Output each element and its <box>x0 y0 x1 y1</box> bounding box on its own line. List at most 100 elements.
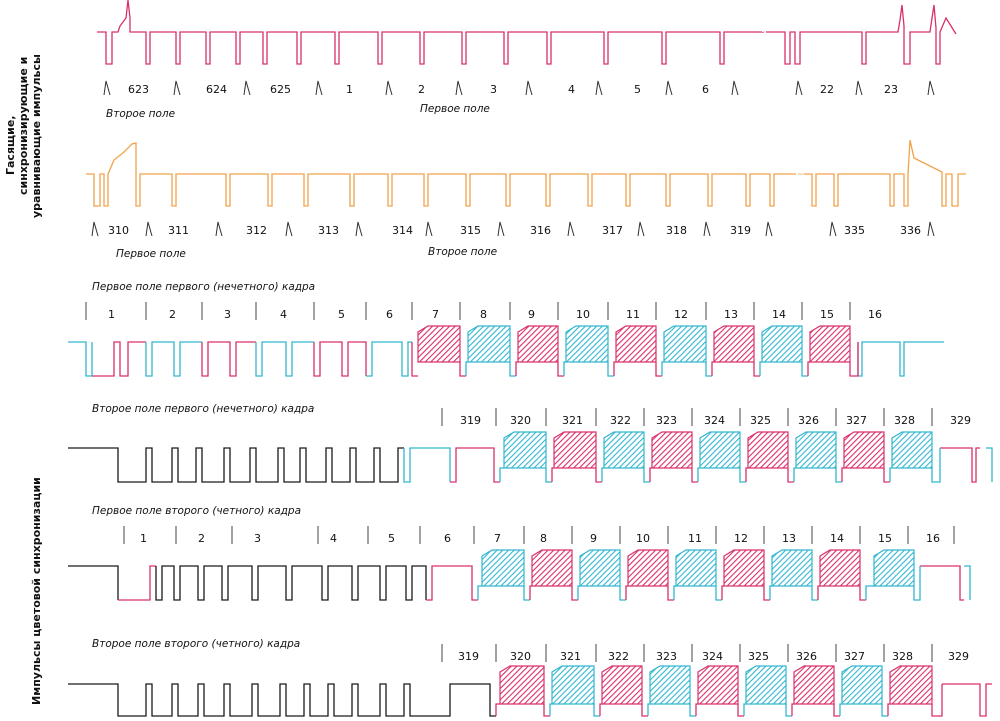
row2-number: 315 <box>460 224 481 237</box>
row2-number: 318 <box>666 224 687 237</box>
row3-number: 12 <box>674 308 688 321</box>
row2-ticks <box>91 221 935 237</box>
row1-number: 1 <box>346 83 353 96</box>
row5-number: 6 <box>444 532 451 545</box>
row4-waveform <box>68 447 993 483</box>
row3-number: 1 <box>108 308 115 321</box>
color-burst <box>697 431 746 483</box>
row4-number: 324 <box>704 414 725 427</box>
color-burst <box>745 431 794 483</box>
row5-waveform <box>68 565 971 601</box>
row2-number: 336 <box>900 224 921 237</box>
row1-number: 6 <box>702 83 709 96</box>
color-burst <box>625 549 674 601</box>
row2-caption-right: Второе поле <box>428 246 497 258</box>
color-burst <box>529 549 578 601</box>
row5-number: 13 <box>782 532 796 545</box>
row5-number: 3 <box>254 532 261 545</box>
row5-number: 5 <box>388 532 395 545</box>
row3-numbers: 1 2 3 4 5 6 7 8 9 10 11 12 13 14 15 16 <box>108 308 882 321</box>
row4-number: 328 <box>894 414 915 427</box>
color-burst <box>721 549 770 601</box>
row3-number: 13 <box>724 308 738 321</box>
color-burst <box>465 325 516 377</box>
row5-bursts <box>477 549 921 601</box>
row3-number: 6 <box>386 308 393 321</box>
color-burst <box>577 549 626 601</box>
row2-number: 313 <box>318 224 339 237</box>
row6-number: 327 <box>844 650 865 663</box>
row1-number: 4 <box>568 83 575 96</box>
color-burst <box>599 665 648 717</box>
side-label-top: Гасящие, синхронизирующие и уравнивающие… <box>4 54 43 218</box>
row6-number: 329 <box>948 650 969 663</box>
row2-number: 312 <box>246 224 267 237</box>
color-burst <box>711 325 760 377</box>
row1-number: 2 <box>418 83 425 96</box>
row3-number: 2 <box>169 308 176 321</box>
row2-number: 310 <box>108 224 129 237</box>
color-burst <box>477 549 530 601</box>
color-burst <box>743 665 792 717</box>
row2-number: 311 <box>168 224 189 237</box>
side-label-top-line1: Гасящие, <box>4 115 17 175</box>
row1-number: 22 <box>820 83 834 96</box>
row4-number: 326 <box>798 414 819 427</box>
color-burst <box>793 431 842 483</box>
row1-number: 5 <box>634 83 641 96</box>
color-burst <box>673 549 722 601</box>
color-burst <box>839 665 888 717</box>
row3-number: 7 <box>432 308 439 321</box>
row6-number: 326 <box>796 650 817 663</box>
row5-number: 11 <box>688 532 702 545</box>
row3-waveform <box>68 341 944 377</box>
color-burst <box>601 431 650 483</box>
row2-numbers: 310 311 312 313 314 315 316 317 318 319 … <box>108 224 921 237</box>
row3-number: 15 <box>820 308 834 321</box>
row6-title: Второе поле второго (четного) кадра <box>92 638 300 650</box>
color-burst <box>865 549 921 601</box>
color-burst <box>887 665 943 717</box>
row4-number: 321 <box>562 414 583 427</box>
color-burst <box>499 431 552 483</box>
row4-title: Второе поле первого (нечетного) кадра <box>92 403 314 415</box>
row2-caption-left: Первое поле <box>116 248 186 260</box>
color-burst <box>695 665 744 717</box>
row3-number: 4 <box>280 308 287 321</box>
row5-separators <box>123 526 955 544</box>
row5-number: 8 <box>540 532 547 545</box>
row6-number: 324 <box>702 650 723 663</box>
row6-bursts <box>495 665 943 717</box>
row6-numbers: 319 320 321 322 323 324 325 326 327 328 … <box>458 650 969 663</box>
row4-numbers: 319 320 321 322 323 324 325 326 327 328 … <box>460 414 971 427</box>
row4-number: 319 <box>460 414 481 427</box>
svg-text:~: ~ <box>758 28 766 38</box>
row2-number: 314 <box>392 224 413 237</box>
row5-number: 12 <box>734 532 748 545</box>
row6-number: 320 <box>510 650 531 663</box>
row3-number: 5 <box>338 308 345 321</box>
row3-bursts <box>417 325 859 377</box>
row1-numbers: 623 624 625 1 2 3 4 5 6 22 23 <box>128 83 898 96</box>
color-burst <box>647 665 696 717</box>
row5-number: 9 <box>590 532 597 545</box>
row2-number: 335 <box>844 224 865 237</box>
row6-number: 322 <box>608 650 629 663</box>
row5-number: 2 <box>198 532 205 545</box>
row4-bursts <box>499 431 941 483</box>
row5-number: 16 <box>926 532 940 545</box>
row4-number: 325 <box>750 414 771 427</box>
color-burst <box>515 325 564 377</box>
row6-waveform <box>68 683 992 717</box>
svg-text:~: ~ <box>797 170 805 180</box>
color-burst <box>889 431 941 483</box>
row2-number: 319 <box>730 224 751 237</box>
color-burst <box>495 665 550 717</box>
row1-number: 3 <box>490 83 497 96</box>
row1-caption-left: Второе поле <box>106 108 175 120</box>
row5-numbers: 1 2 3 4 5 6 7 8 9 10 11 12 13 14 15 16 <box>140 532 940 545</box>
row5-number: 7 <box>494 532 501 545</box>
row3-number: 10 <box>576 308 590 321</box>
color-burst <box>759 325 808 377</box>
